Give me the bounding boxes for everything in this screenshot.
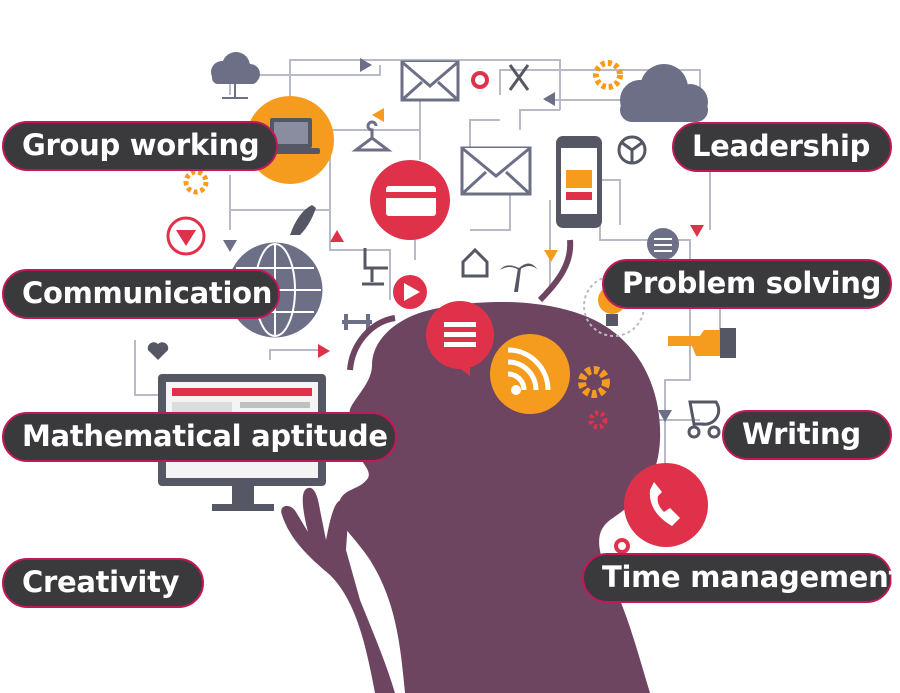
utensils-icon xyxy=(508,64,530,91)
envelope-icon xyxy=(460,146,532,196)
skill-creativity: Creativity xyxy=(2,558,204,608)
gear-icon xyxy=(578,366,610,398)
arrow-heads xyxy=(223,58,704,422)
pointing-hand-icon xyxy=(668,328,736,358)
play-down-icon xyxy=(166,216,206,256)
wifi-icon xyxy=(490,334,570,414)
heart-icon xyxy=(147,342,169,360)
woman-silhouette xyxy=(281,239,661,693)
palm-tree-icon xyxy=(500,263,538,292)
skill-problem-solving: Problem solving xyxy=(602,259,892,309)
credit-card-icon xyxy=(370,160,450,240)
skill-writing: Writing xyxy=(722,410,892,460)
chat-bubble-icon xyxy=(426,301,494,376)
skill-time-management: Time management xyxy=(582,553,900,603)
stroller-icon xyxy=(687,400,721,439)
pie-chart-icon xyxy=(617,135,647,165)
cloud-icon xyxy=(211,52,260,99)
skill-communication: Communication xyxy=(2,269,280,319)
dumbbell-icon xyxy=(342,314,372,330)
play-button-icon xyxy=(393,275,427,309)
gear-icon xyxy=(593,60,623,90)
gear-icon xyxy=(471,71,489,89)
office-chair-icon xyxy=(362,248,388,286)
skill-leadership: Leadership xyxy=(672,122,892,172)
skill-mathematical-aptitude: Mathematical aptitude xyxy=(2,412,397,462)
menu-icon xyxy=(647,228,679,260)
skill-group-working: Group working xyxy=(2,121,278,171)
envelope-icon xyxy=(400,60,460,102)
smartphone-icon xyxy=(556,136,602,228)
phone-call-icon xyxy=(624,463,708,547)
cloud-icon xyxy=(620,64,708,122)
gear-icon xyxy=(183,169,209,195)
house-icon xyxy=(461,247,489,278)
gear-icon xyxy=(588,410,608,430)
gear-icon xyxy=(614,538,630,554)
high-heel-icon xyxy=(290,205,316,235)
hanger-icon xyxy=(351,120,393,152)
